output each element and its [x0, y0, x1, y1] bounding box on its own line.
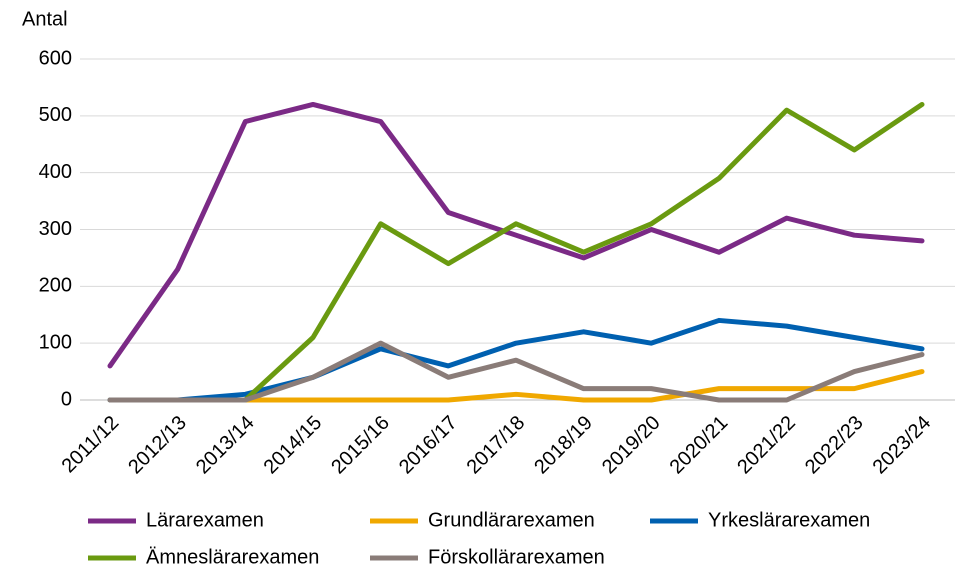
- y-tick-label: 300: [39, 218, 72, 240]
- x-tick-label: 2013/14: [192, 412, 259, 479]
- legend-label: Grundlärarexamen: [428, 509, 595, 531]
- y-tick-label: 500: [39, 104, 72, 126]
- y-tick-label: 600: [39, 47, 72, 69]
- line-series: [107, 317, 925, 403]
- legend-label: Ämneslärarexamen: [146, 546, 319, 568]
- y-tick-label: 200: [39, 275, 72, 297]
- y-axis-label: Antal: [22, 8, 68, 30]
- y-tick-label: 0: [61, 388, 72, 410]
- x-tick-label: 2020/21: [666, 412, 733, 479]
- x-tick-label: 2012/13: [124, 412, 191, 479]
- x-tick-label: 2018/19: [530, 412, 597, 479]
- x-tick-label: 2017/18: [463, 412, 530, 479]
- x-tick-label: 2015/16: [327, 412, 394, 479]
- y-tick-label: 400: [39, 161, 72, 183]
- x-tick-label: 2016/17: [395, 412, 462, 479]
- legend-label: Förskollärarexamen: [428, 546, 605, 568]
- x-tick-label: 2023/24: [869, 412, 936, 479]
- line-series: [107, 101, 925, 369]
- legend-label: Yrkeslärarexamen: [708, 509, 870, 531]
- x-tick-label: 2022/23: [801, 412, 868, 479]
- line-series: [107, 340, 925, 403]
- x-tick-label: 2019/20: [598, 412, 665, 479]
- x-tick-label: 2014/15: [260, 412, 327, 479]
- x-tick-label: 2021/22: [733, 412, 800, 479]
- line-series: [242, 101, 925, 403]
- y-tick-label: 100: [39, 331, 72, 353]
- x-tick-label: 2011/12: [58, 412, 124, 478]
- legend-label: Lärarexamen: [146, 509, 264, 531]
